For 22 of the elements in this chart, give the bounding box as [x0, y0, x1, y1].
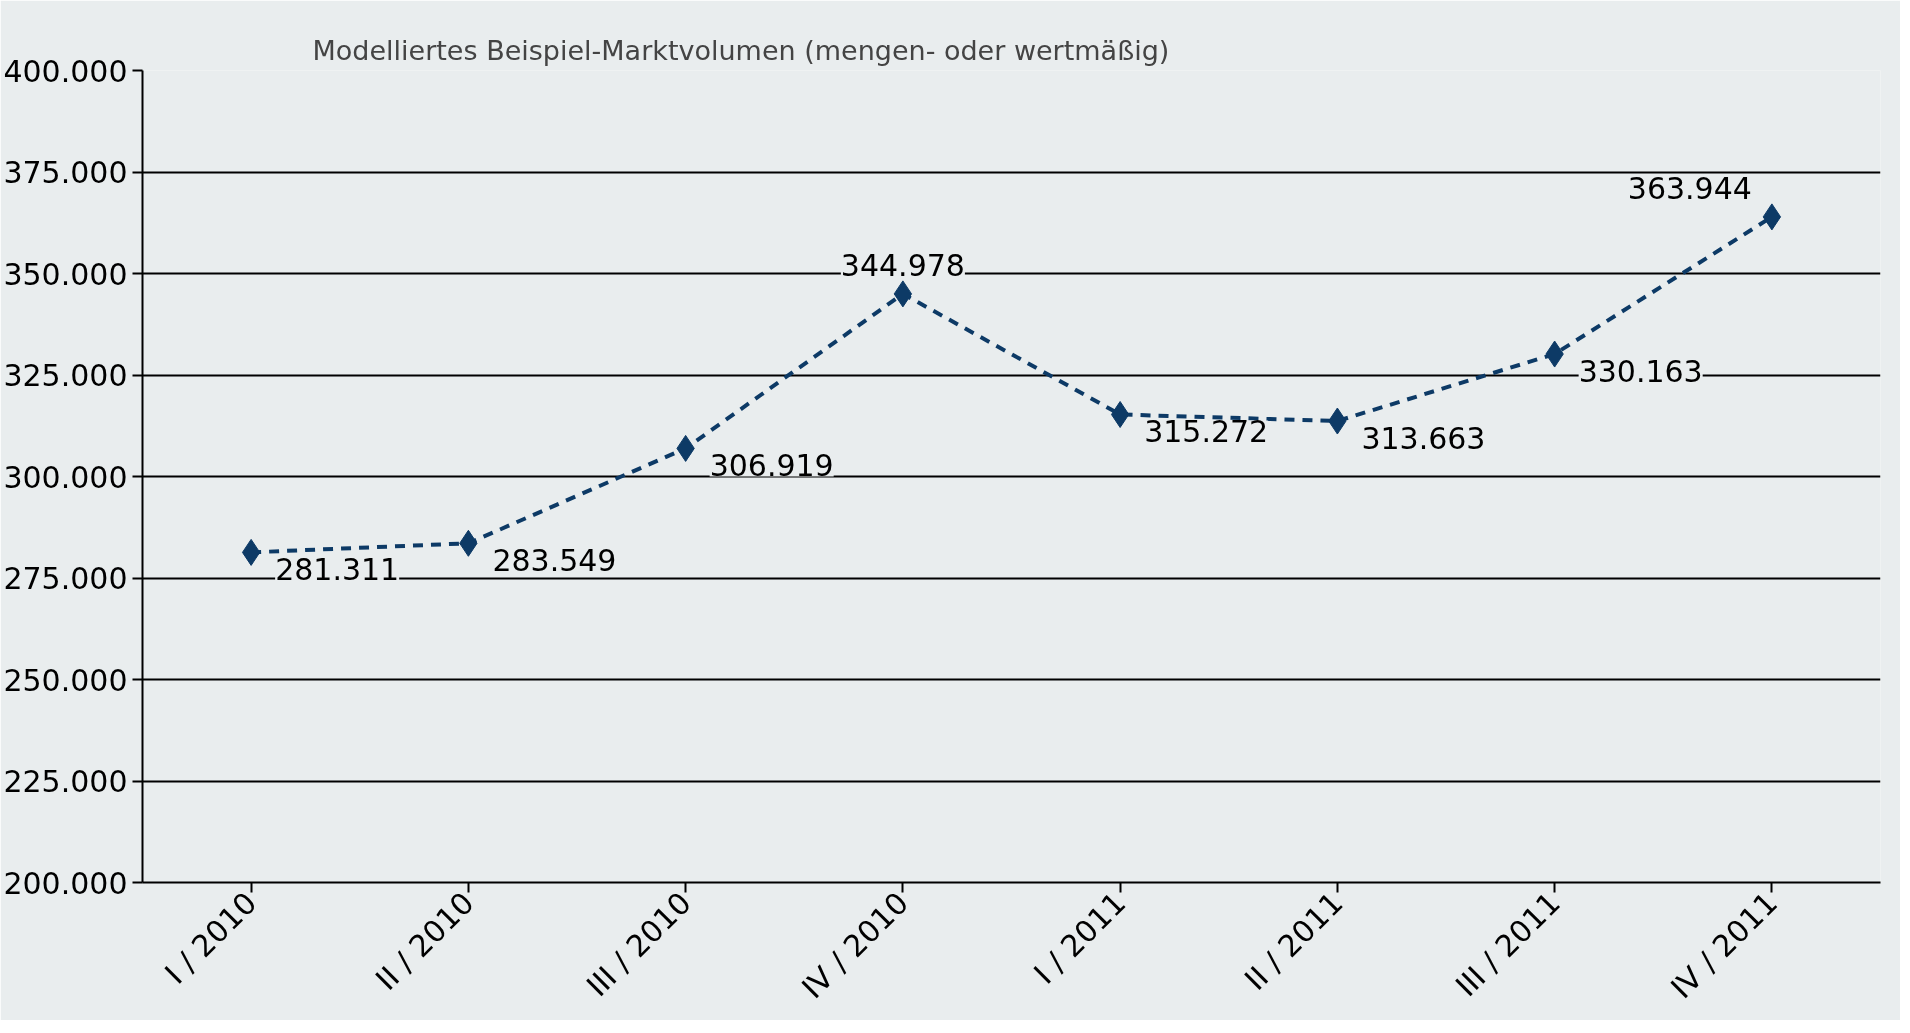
- point: [893, 280, 913, 308]
- y-tick-label: 275.000: [3, 561, 128, 596]
- data-label: 281.311: [275, 552, 400, 588]
- data-label: 330.163: [1578, 354, 1703, 390]
- point: [241, 538, 261, 566]
- data-label: 283.549: [492, 543, 617, 579]
- y-tick-label: 350.000: [3, 256, 128, 292]
- point: [1762, 203, 1782, 231]
- data-label: 306.919: [709, 448, 834, 484]
- y-tick-label: 375.000: [3, 155, 128, 190]
- data-label: 315.272: [1144, 414, 1269, 450]
- y-tick-label: 325.000: [3, 358, 128, 393]
- data-label: 344.978: [840, 247, 965, 283]
- chart-title: Modelliertes Beispiel-Marktvolumen (mengen- oder wertmäßig): [312, 34, 1170, 66]
- data-label: 363.944: [1627, 170, 1752, 206]
- y-tick-label: 400.000: [3, 53, 128, 89]
- y-tick-label: 200.000: [3, 865, 128, 901]
- data-label: 313.663: [1361, 421, 1486, 457]
- point: [1110, 401, 1130, 428]
- y-tick-label: 225.000: [3, 764, 128, 799]
- y-tick-label: 250.000: [3, 662, 128, 698]
- y-tick-label: 300.000: [3, 459, 128, 495]
